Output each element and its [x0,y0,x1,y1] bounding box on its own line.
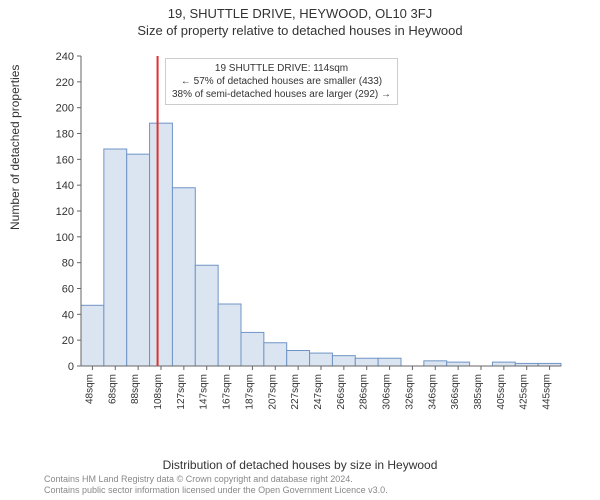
svg-text:140: 140 [56,180,74,192]
bar [104,149,127,366]
footer-line-2: Contains public sector information licen… [44,485,388,496]
svg-text:68sqm: 68sqm [107,374,118,404]
svg-text:180: 180 [56,129,74,141]
svg-text:405sqm: 405sqm [496,374,507,410]
svg-text:167sqm: 167sqm [222,374,233,410]
svg-text:445sqm: 445sqm [542,374,553,410]
bar [241,332,264,366]
bar [172,188,195,366]
svg-text:88sqm: 88sqm [130,374,141,404]
footer-line-1: Contains HM Land Registry data © Crown c… [44,474,388,485]
bar [492,362,515,366]
svg-text:366sqm: 366sqm [450,374,461,410]
svg-text:266sqm: 266sqm [336,374,347,410]
svg-text:346sqm: 346sqm [427,374,438,410]
svg-text:306sqm: 306sqm [382,374,393,410]
bar [287,351,310,367]
svg-text:425sqm: 425sqm [519,374,530,410]
svg-text:160: 160 [56,154,74,166]
bar [355,358,378,366]
annotation-line: ← 57% of detached houses are smaller (43… [172,75,391,88]
annotation-line: 38% of semi-detached houses are larger (… [172,88,391,101]
svg-text:108sqm: 108sqm [153,374,164,410]
bar [424,361,447,366]
svg-text:385sqm: 385sqm [473,374,484,410]
svg-text:120: 120 [56,206,74,218]
chart-area: 0 20 40 60 80 100 120 140 160 180 200 220 240 48sqm 68… [45,48,565,418]
bar [150,123,173,366]
svg-text:80: 80 [62,258,74,270]
svg-text:247sqm: 247sqm [313,374,324,410]
svg-text:227sqm: 227sqm [290,374,301,410]
svg-text:60: 60 [62,284,74,296]
annotation-box: 19 SHUTTLE DRIVE: 114sqm← 57% of detache… [165,58,398,105]
svg-text:20: 20 [62,335,74,347]
svg-text:326sqm: 326sqm [404,374,415,410]
bar [310,353,333,366]
svg-text:0: 0 [68,361,74,373]
svg-text:240: 240 [56,51,74,63]
svg-text:48sqm: 48sqm [84,374,95,404]
bar [218,304,241,366]
bar [332,356,355,366]
svg-text:40: 40 [62,309,74,321]
svg-text:200: 200 [56,103,74,115]
bar [264,343,287,366]
svg-text:220: 220 [56,77,74,89]
svg-text:127sqm: 127sqm [176,374,187,410]
svg-text:207sqm: 207sqm [267,374,278,410]
x-axis-label: Distribution of detached houses by size … [0,458,600,472]
annotation-line: 19 SHUTTLE DRIVE: 114sqm [172,62,391,75]
svg-text:187sqm: 187sqm [244,374,255,410]
svg-text:286sqm: 286sqm [359,374,370,410]
chart-title-address: 19, SHUTTLE DRIVE, HEYWOOD, OL10 3FJ [0,6,600,21]
bar [127,154,150,366]
svg-text:147sqm: 147sqm [199,374,210,410]
bar [378,358,401,366]
bar [447,362,470,366]
chart-title-block: 19, SHUTTLE DRIVE, HEYWOOD, OL10 3FJ Siz… [0,0,600,38]
footer-credits: Contains HM Land Registry data © Crown c… [44,474,388,496]
y-axis-label: Number of detached properties [8,65,22,230]
bar [195,265,218,366]
bar [81,305,104,366]
svg-text:100: 100 [56,232,74,244]
chart-title-desc: Size of property relative to detached ho… [0,23,600,38]
